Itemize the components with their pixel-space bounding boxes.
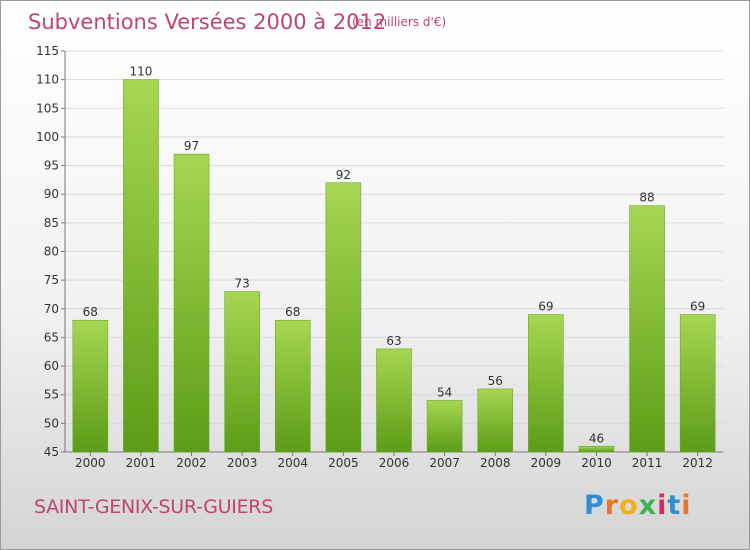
- x-tick-label: 2006: [379, 456, 410, 470]
- x-tick-label: 2005: [328, 456, 359, 470]
- y-tick-label: 110: [36, 73, 59, 87]
- bar-value-label: 69: [690, 300, 705, 314]
- bar-value-label: 54: [437, 385, 452, 399]
- bar-value-label: 69: [538, 300, 553, 314]
- bar: [528, 314, 564, 453]
- y-tick-label: 75: [44, 273, 59, 287]
- chart-title: Subventions Versées 2000 à 2012: [28, 10, 387, 34]
- x-tick-label: 2002: [176, 456, 207, 470]
- bar-value-label: 110: [129, 65, 152, 79]
- bar: [123, 79, 159, 453]
- proxiti-logo: Proxiti: [584, 490, 692, 521]
- y-tick-label: 55: [44, 388, 59, 402]
- x-tick-label: 2010: [581, 456, 612, 470]
- bar-value-label: 46: [589, 431, 604, 445]
- x-tick-label: 2007: [429, 456, 460, 470]
- y-tick-label: 105: [36, 101, 59, 115]
- x-tick-label: 2011: [632, 456, 663, 470]
- x-tick-label: 2003: [227, 456, 258, 470]
- bar: [578, 445, 615, 453]
- x-tick-label: 2004: [277, 456, 308, 470]
- bar-value-label: 68: [83, 305, 98, 319]
- bar-value-label: 92: [336, 168, 351, 182]
- bar: [274, 319, 311, 453]
- y-tick-label: 70: [44, 302, 59, 316]
- y-tick-label: 50: [44, 416, 59, 430]
- x-tick-label: 2012: [682, 456, 713, 470]
- bar: [325, 182, 362, 453]
- bar-value-label: 88: [639, 191, 654, 205]
- bar: [376, 348, 412, 453]
- bar-value-label: 63: [386, 334, 401, 348]
- bar: [426, 400, 463, 453]
- bar: [477, 388, 514, 453]
- location-name: SAINT-GENIX-SUR-GUIERS: [34, 496, 273, 518]
- y-tick-label: 115: [36, 44, 59, 58]
- x-tick-label: 2000: [75, 456, 106, 470]
- bar: [629, 205, 665, 453]
- x-tick-label: 2009: [531, 456, 562, 470]
- bar-value-label: 56: [488, 374, 503, 388]
- bar: [224, 291, 260, 453]
- bar-value-label: 97: [184, 139, 199, 153]
- bars: [72, 79, 716, 453]
- chart-subtitle: (en milliers d'€): [352, 15, 447, 29]
- bar-value-label: 73: [235, 277, 250, 291]
- y-tick-label: 90: [44, 187, 59, 201]
- bar: [173, 153, 210, 453]
- y-tick-label: 65: [44, 330, 59, 344]
- bar-value-label: 68: [285, 305, 300, 319]
- y-tick-label: 85: [44, 216, 59, 230]
- data-labels: 68 110 97 73 68 92 63 54 56 69 46 88 69: [83, 65, 706, 446]
- y-tick-label: 100: [36, 130, 59, 144]
- bar: [679, 314, 716, 453]
- y-tick-label: 45: [44, 445, 59, 459]
- bar: [72, 319, 109, 453]
- y-tick-label: 60: [44, 359, 59, 373]
- y-tick-label: 80: [44, 245, 59, 259]
- x-tick-label: 2001: [126, 456, 157, 470]
- x-tick-label: 2008: [480, 456, 511, 470]
- y-tick-label: 95: [44, 159, 59, 173]
